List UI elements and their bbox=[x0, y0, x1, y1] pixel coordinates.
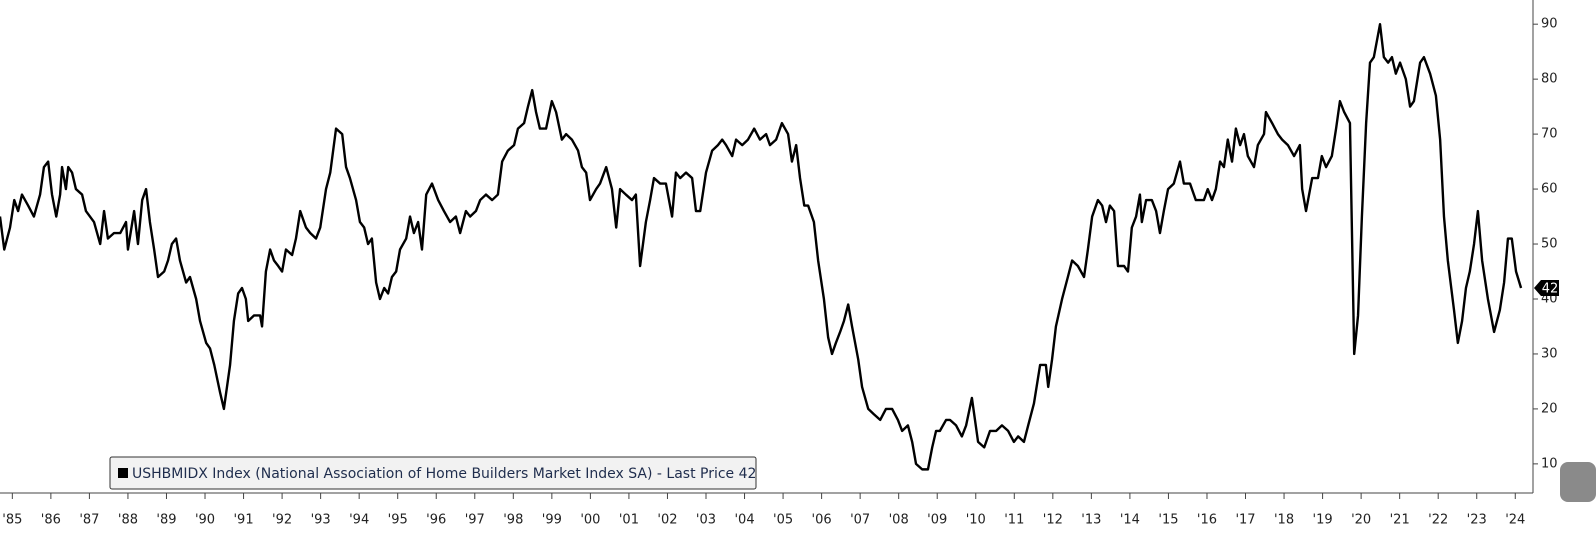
x-tick-label: '21 bbox=[1390, 513, 1410, 528]
y-tick-label: 20 bbox=[1541, 401, 1558, 416]
y-tick-label: 80 bbox=[1541, 72, 1558, 87]
x-tick-label: '04 bbox=[734, 513, 754, 528]
y-tick-label: 30 bbox=[1541, 346, 1558, 361]
y-tick-label: 70 bbox=[1541, 127, 1558, 142]
x-tick-label: '11 bbox=[1004, 513, 1024, 528]
x-tick-label: '02 bbox=[657, 513, 677, 528]
x-tick-label: '23 bbox=[1467, 513, 1487, 528]
x-tick-label: '14 bbox=[1120, 513, 1140, 528]
x-tick-label: '07 bbox=[850, 513, 870, 528]
x-tick-label: '20 bbox=[1351, 513, 1371, 528]
x-tick-label: '93 bbox=[311, 513, 331, 528]
x-tick-label: '03 bbox=[696, 513, 716, 528]
x-tick-label: '99 bbox=[542, 513, 562, 528]
x-tick-label: '98 bbox=[503, 513, 523, 528]
x-tick-label: '16 bbox=[1197, 513, 1217, 528]
x-tick-label: '12 bbox=[1043, 513, 1063, 528]
x-tick-label: '18 bbox=[1274, 513, 1294, 528]
y-tick-label: 50 bbox=[1541, 237, 1558, 252]
x-tick-label: '06 bbox=[812, 513, 832, 528]
x-tick-label: '24 bbox=[1505, 513, 1525, 528]
x-tick-label: '13 bbox=[1081, 513, 1101, 528]
x-tick-label: '85 bbox=[2, 513, 22, 528]
x-tick-label: '86 bbox=[41, 513, 61, 528]
y-tick-label: 10 bbox=[1541, 456, 1558, 471]
x-tick-label: '01 bbox=[619, 513, 639, 528]
x-tick-label: '97 bbox=[465, 513, 485, 528]
series-line bbox=[0, 22, 1523, 471]
y-tick-label: 60 bbox=[1541, 182, 1558, 197]
x-tick-label: '08 bbox=[889, 513, 909, 528]
legend-swatch bbox=[118, 468, 128, 478]
x-tick-label: '90 bbox=[195, 513, 215, 528]
y-tick-label: 90 bbox=[1541, 17, 1558, 32]
x-tick-label: '05 bbox=[773, 513, 793, 528]
x-tick-label: '19 bbox=[1313, 513, 1333, 528]
x-tick-label: '00 bbox=[580, 513, 600, 528]
last-price-tag bbox=[1534, 279, 1559, 296]
last-price-label: 42 bbox=[1542, 281, 1559, 296]
corner-icon bbox=[1560, 462, 1596, 502]
x-tick-label: '94 bbox=[349, 513, 369, 528]
x-tick-label: '92 bbox=[272, 513, 292, 528]
x-tick-label: '15 bbox=[1158, 513, 1178, 528]
x-tick-label: '17 bbox=[1235, 513, 1255, 528]
x-tick-label: '10 bbox=[966, 513, 986, 528]
x-tick-label: '09 bbox=[927, 513, 947, 528]
legend-text: USHBMIDX Index (National Association of … bbox=[132, 466, 756, 482]
x-tick-label: '89 bbox=[156, 513, 176, 528]
x-tick-label: '22 bbox=[1428, 513, 1448, 528]
x-tick-label: '91 bbox=[233, 513, 253, 528]
legend-box bbox=[109, 456, 757, 490]
x-tick-label: '88 bbox=[118, 513, 138, 528]
x-tick-label: '87 bbox=[79, 513, 99, 528]
x-tick-label: '95 bbox=[388, 513, 408, 528]
x-tick-label: '96 bbox=[426, 513, 446, 528]
